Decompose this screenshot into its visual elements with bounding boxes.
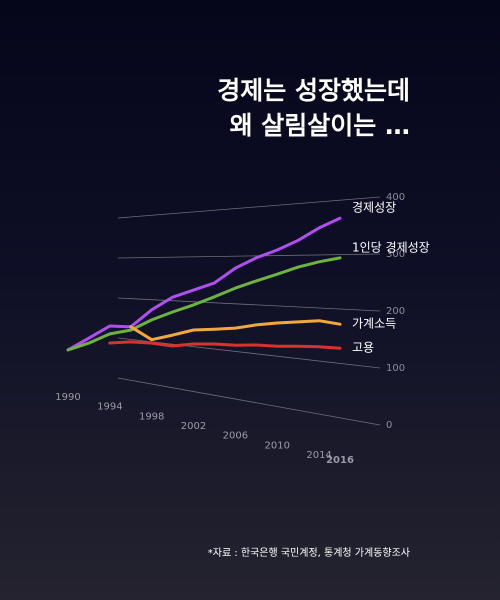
y-tick-label: 100: [386, 363, 405, 374]
y-tick-label: 300: [386, 249, 405, 260]
grid-line: [117, 196, 381, 219]
grid-line: [117, 253, 381, 259]
x-tick-label: 2006: [223, 431, 248, 442]
series-line: [66, 216, 342, 352]
x-tick-label: 1994: [97, 402, 122, 413]
x-tick-label: 2016: [326, 455, 354, 466]
x-tick-label: 2002: [181, 421, 206, 432]
x-tick-label: 1998: [139, 411, 164, 422]
y-tick-label: 0: [386, 420, 392, 431]
x-tick-label: 2010: [265, 440, 290, 451]
chart-title: 경제는 성장했는데: [217, 76, 410, 105]
x-tick-label: 2014: [306, 450, 331, 461]
x-tick-label: 1990: [55, 392, 80, 403]
series-line: [66, 256, 342, 352]
series-line: [108, 340, 342, 350]
series-label: 1인당 경제성장: [352, 240, 430, 254]
series-label: 고용: [352, 341, 374, 355]
chart-title: 왜 살림살이는 …: [230, 111, 410, 140]
y-tick-label: 400: [386, 192, 405, 203]
grid-line: [117, 377, 381, 426]
series-line: [129, 319, 342, 342]
source-note: *자료 : 한국은행 국민계정, 통계청 가계동향조사: [208, 547, 410, 559]
grid-line: [117, 297, 381, 312]
series-label: 경제성장: [352, 201, 396, 215]
series-label: 가계소득: [352, 317, 396, 331]
y-tick-label: 200: [386, 306, 405, 317]
